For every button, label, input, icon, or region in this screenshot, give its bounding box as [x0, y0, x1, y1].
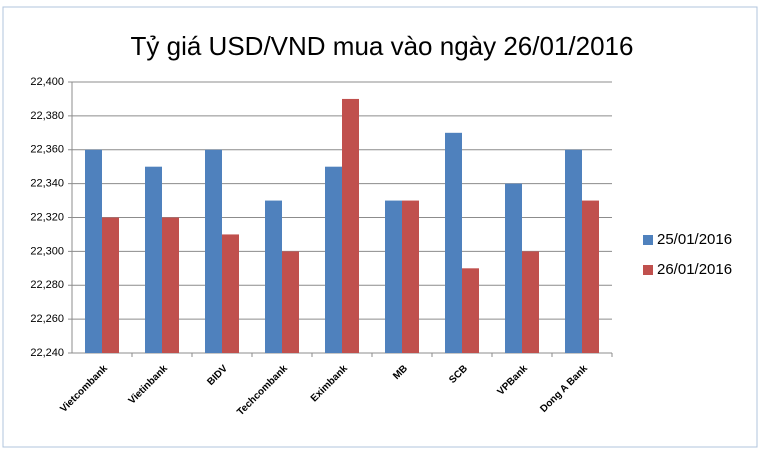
y-tick-label: 22,320	[30, 211, 64, 223]
bar	[205, 149, 222, 353]
legend-swatch	[643, 265, 653, 275]
legend-label: 26/01/2016	[657, 261, 732, 278]
y-tick-label: 22,340	[30, 178, 64, 190]
bar	[85, 149, 102, 353]
legend-swatch	[643, 235, 653, 245]
bar	[402, 200, 419, 353]
bar	[342, 98, 359, 353]
chart-frame	[2, 6, 758, 448]
bar	[505, 183, 522, 353]
bar	[325, 166, 342, 353]
bar	[222, 234, 239, 353]
bar	[102, 217, 119, 353]
y-tick-label: 22,380	[30, 110, 64, 122]
y-tick-label: 22,400	[30, 76, 64, 88]
bar	[162, 217, 179, 353]
y-tick-label: 22,300	[30, 245, 64, 257]
bar	[385, 200, 402, 353]
y-tick-label: 22,260	[30, 313, 64, 325]
bar	[522, 251, 539, 353]
bar	[265, 200, 282, 353]
chart-title: Tỷ giá USD/VND mua vào ngày 26/01/2016	[131, 31, 634, 61]
bar	[582, 200, 599, 353]
bar	[445, 132, 462, 353]
y-tick-label: 22,240	[30, 347, 64, 359]
bar	[462, 268, 479, 353]
y-tick-label: 22,280	[30, 279, 64, 291]
bar	[145, 166, 162, 353]
bar	[282, 251, 299, 353]
bar	[565, 149, 582, 353]
legend-label: 25/01/2016	[657, 231, 732, 248]
y-tick-label: 22,360	[30, 144, 64, 156]
